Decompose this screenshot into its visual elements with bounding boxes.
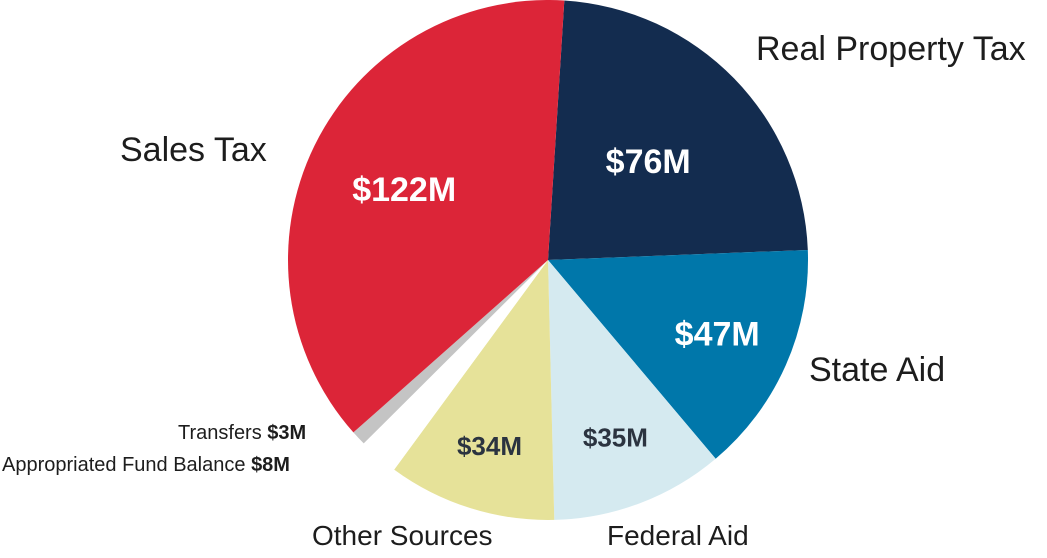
- value-label-real-property-tax: $76M: [606, 143, 691, 181]
- value-label-other-sources: $34M: [457, 431, 522, 461]
- slice-appropriated-fund-balance: [363, 260, 548, 470]
- label-other-sources: Other Sources: [312, 520, 493, 551]
- label-sales-tax: Sales Tax: [120, 131, 267, 169]
- slice-transfers: [353, 260, 548, 444]
- label-afb-name: Appropriated Fund Balance: [2, 454, 246, 476]
- label-real-property-tax: Real Property Tax: [756, 30, 1026, 68]
- label-transfers-name: Transfers: [178, 422, 262, 444]
- value-label-state-aid: $47M: [675, 316, 760, 354]
- label-state-aid: State Aid: [809, 351, 946, 389]
- label-transfers: Transfers $3M: [178, 422, 306, 445]
- label-afb-value: $8M: [251, 454, 290, 476]
- slice-sales-tax: [288, 0, 565, 433]
- slice-federal-aid: [548, 260, 716, 520]
- slice-real-property-tax: [548, 0, 808, 260]
- label-federal-aid: Federal Aid: [607, 520, 749, 551]
- slice-state-aid: [548, 249, 809, 459]
- slice-other-sources: [394, 260, 555, 520]
- value-label-federal-aid: $35M: [583, 423, 648, 453]
- label-transfers-value: $3M: [267, 422, 307, 444]
- value-label-sales-tax: $122M: [352, 171, 456, 209]
- label-appropriated-fund-balance: Appropriated Fund Balance $8M: [2, 454, 290, 477]
